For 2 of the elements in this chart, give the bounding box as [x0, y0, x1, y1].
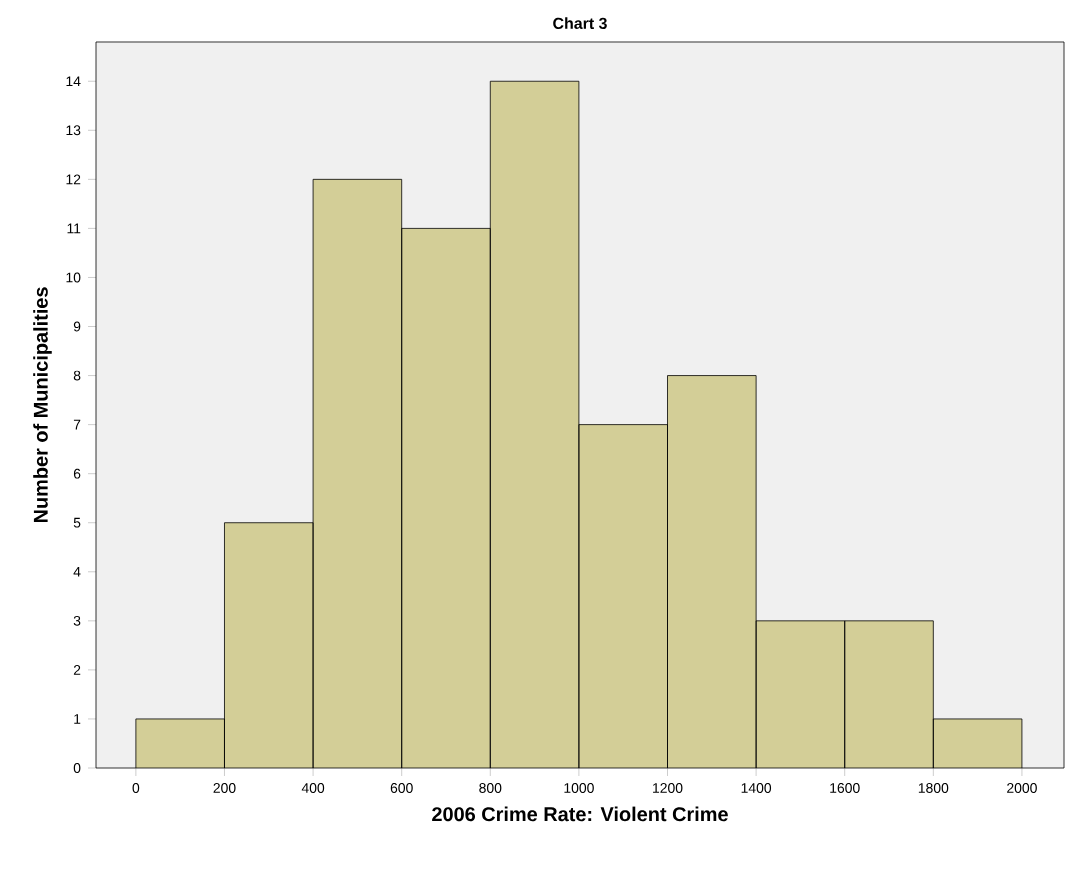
y-axis-title: Number of Municipalities — [33, 287, 52, 523]
x-axis-title: 2006 Crime Rate: Violent Crime — [432, 806, 728, 822]
